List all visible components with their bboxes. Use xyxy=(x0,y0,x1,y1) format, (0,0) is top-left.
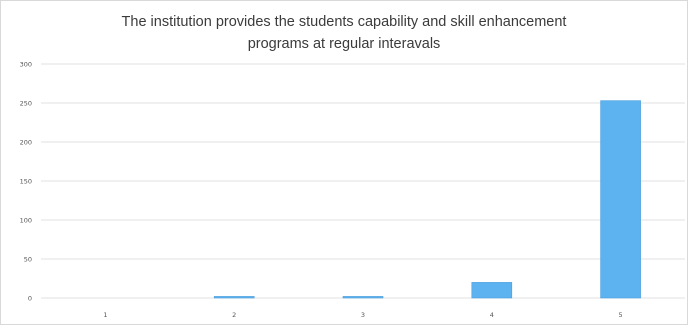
y-tick-label-0: 0 xyxy=(28,294,32,302)
y-tick-label-6: 300 xyxy=(20,60,32,68)
bar-5 xyxy=(600,100,641,299)
x-tick-label-2: 2 xyxy=(232,311,236,319)
x-tick-label-5: 5 xyxy=(619,311,623,319)
x-tick-label-4: 4 xyxy=(490,311,494,319)
chart-title: The institution provides the students ca… xyxy=(1,11,687,55)
chart-title-line-1: The institution provides the students ca… xyxy=(121,14,567,30)
bar-2 xyxy=(213,296,255,299)
y-tick-label-3: 150 xyxy=(20,177,32,185)
x-axis-tick-labels: 1 2 3 4 5 xyxy=(103,311,622,319)
x-tick-label-1: 1 xyxy=(103,311,107,319)
y-tick-label-2: 100 xyxy=(20,216,32,224)
y-tick-label-5: 250 xyxy=(20,99,32,107)
y-tick-label-4: 200 xyxy=(20,138,32,146)
bar-4 xyxy=(471,282,513,299)
bars xyxy=(213,100,641,299)
y-tick-label-1: 50 xyxy=(24,255,32,263)
y-axis-tick-labels: 0 50 100 150 200 250 300 xyxy=(20,60,32,302)
gridlines xyxy=(41,63,685,299)
bar-3 xyxy=(342,296,384,299)
chart-title-line-2: programs at regular interavals xyxy=(247,36,441,52)
x-tick-label-3: 3 xyxy=(361,311,365,319)
